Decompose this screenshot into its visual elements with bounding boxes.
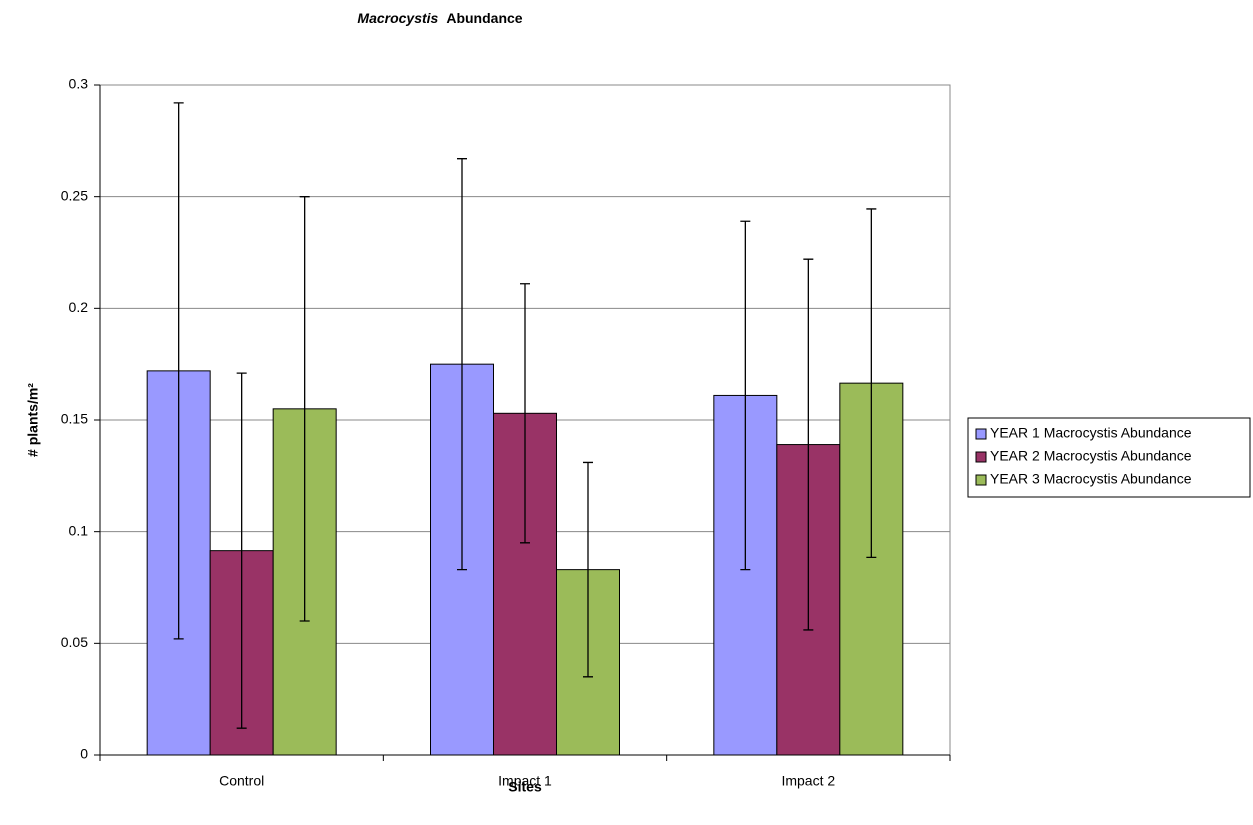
- legend-label: YEAR 2 Macrocystis Abundance: [990, 448, 1192, 464]
- y-tick-label: 0: [80, 746, 88, 762]
- y-tick-label: 0.25: [61, 187, 88, 203]
- y-axis-label: # plants/m²: [25, 383, 41, 457]
- error-bar: [740, 220, 751, 571]
- y-tick-label: 0.2: [69, 299, 89, 315]
- y-tick-label: 0.3: [69, 76, 89, 92]
- error-bar: [520, 283, 530, 544]
- error-bar: [457, 158, 467, 571]
- legend-swatch: [975, 428, 987, 440]
- error-bar: [299, 196, 310, 622]
- y-tick-label: 0.1: [69, 522, 89, 538]
- x-axis-label: Sites: [508, 779, 542, 795]
- error-bar: [173, 102, 184, 640]
- title-italic: Macrocystis: [357, 10, 438, 26]
- error-bar: [236, 372, 247, 729]
- x-tick-label: Impact 1: [498, 773, 552, 789]
- chart-title: Macrocystis Abundance: [357, 10, 522, 26]
- legend-swatch: [975, 474, 987, 486]
- y-tick-label: 0.05: [61, 634, 88, 650]
- legend-swatch: [975, 451, 987, 463]
- error-bar: [583, 461, 593, 678]
- x-tick-label: Impact 2: [781, 773, 835, 789]
- error-bar: [866, 208, 877, 558]
- x-tick-label: Control: [219, 773, 264, 789]
- y-tick-label: 0.15: [61, 411, 88, 427]
- legend-box: [967, 417, 1251, 498]
- error-bar: [803, 258, 814, 631]
- legend-label: YEAR 3 Macrocystis Abundance: [990, 471, 1192, 487]
- legend-label: YEAR 1 Macrocystis Abundance: [990, 425, 1192, 441]
- title-rest: Abundance: [446, 10, 522, 26]
